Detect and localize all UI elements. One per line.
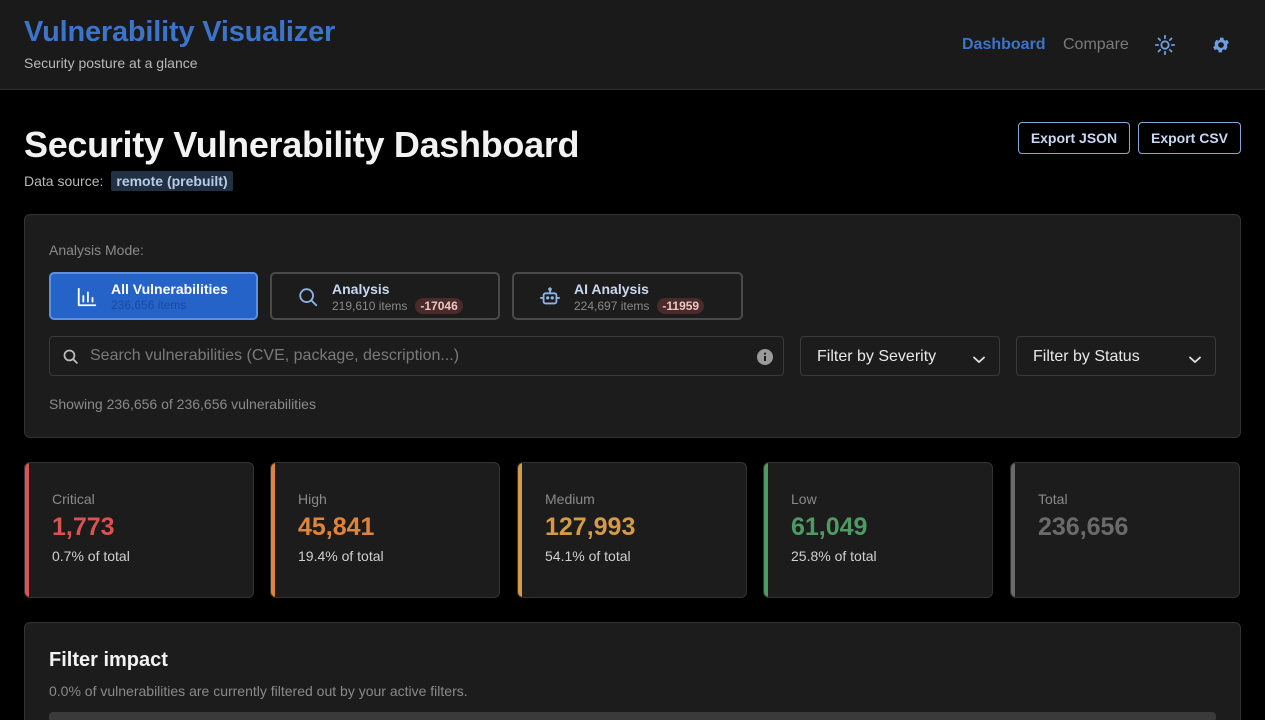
mode-analysis-button[interactable]: Analysis 219,610 items -17046 (270, 272, 500, 320)
status-filter-select[interactable]: Filter by Status (1016, 336, 1216, 376)
stat-value: 45,841 (298, 513, 375, 541)
severity-filter-value: Filter by Severity (817, 348, 937, 365)
card-accent (764, 463, 768, 597)
card-accent (518, 463, 522, 597)
status-filter-value: Filter by Status (1033, 348, 1140, 365)
card-accent (271, 463, 275, 597)
filter-impact-bar (49, 712, 1216, 720)
export-csv-button[interactable]: Export CSV (1138, 122, 1241, 154)
mode-ai-analysis-button[interactable]: AI Analysis 224,697 items -11959 (512, 272, 743, 320)
search-box (49, 336, 784, 376)
filter-impact-title: Filter impact (49, 649, 168, 671)
nav-compare-link[interactable]: Compare (1063, 36, 1129, 53)
app-title: Vulnerability Visualizer (24, 16, 336, 48)
stat-card-total: Total 236,656 (1010, 462, 1240, 598)
mode-title: AI Analysis (574, 281, 649, 297)
stat-percent: 54.1% of total (545, 548, 631, 564)
chevron-down-icon (1189, 352, 1201, 370)
filter-panel: Analysis Mode: All Vulnerabilities 236,6… (24, 214, 1241, 438)
stat-label: Medium (545, 491, 595, 507)
sun-icon[interactable] (1153, 33, 1177, 57)
stat-percent: 25.8% of total (791, 548, 877, 564)
search-input[interactable] (90, 337, 740, 375)
chevron-down-icon (973, 352, 985, 370)
bar-chart-icon (76, 286, 98, 308)
stat-value: 61,049 (791, 513, 868, 541)
delta-badge: -11959 (657, 298, 705, 314)
search-icon (297, 286, 319, 308)
mode-count: 219,610 items (332, 299, 408, 313)
stat-card-high: High 45,841 19.4% of total (270, 462, 500, 598)
search-icon (62, 348, 79, 370)
robot-icon (539, 286, 561, 308)
mode-count: 224,697 items (574, 299, 650, 313)
export-json-button[interactable]: Export JSON (1018, 122, 1130, 154)
page-title: Security Vulnerability Dashboard (24, 124, 580, 165)
delta-badge: -17046 (415, 298, 463, 314)
filter-impact-description: 0.0% of vulnerabilities are currently fi… (49, 683, 468, 699)
stat-percent: 19.4% of total (298, 548, 384, 564)
results-count: Showing 236,656 of 236,656 vulnerabiliti… (49, 396, 316, 412)
mode-title: Analysis (332, 281, 390, 297)
stat-card-low: Low 61,049 25.8% of total (763, 462, 993, 598)
mode-all-vulnerabilities-button[interactable]: All Vulnerabilities 236,656 items (49, 272, 258, 320)
nav-dashboard-link[interactable]: Dashboard (962, 36, 1046, 53)
stat-label: High (298, 491, 327, 507)
card-accent (1011, 463, 1015, 597)
stat-label: Total (1038, 491, 1068, 507)
stat-label: Low (791, 491, 817, 507)
severity-filter-select[interactable]: Filter by Severity (800, 336, 1000, 376)
mode-title: All Vulnerabilities (111, 281, 228, 297)
info-icon[interactable] (757, 349, 773, 370)
top-bar: Vulnerability Visualizer Security postur… (0, 0, 1265, 90)
stat-label: Critical (52, 491, 95, 507)
stat-value: 1,773 (52, 513, 115, 541)
gear-icon[interactable] (1209, 33, 1233, 57)
stat-value: 127,993 (545, 513, 636, 541)
mode-count-row: 224,697 items -11959 (574, 298, 705, 314)
card-accent (25, 463, 29, 597)
stat-card-critical: Critical 1,773 0.7% of total (24, 462, 254, 598)
stat-percent: 0.7% of total (52, 548, 130, 564)
mode-count-row: 219,610 items -17046 (332, 298, 463, 314)
analysis-mode-label: Analysis Mode: (49, 242, 144, 258)
data-source-label: Data source: (24, 173, 104, 189)
data-source-badge: remote (prebuilt) (111, 171, 233, 191)
stat-value: 236,656 (1038, 513, 1129, 541)
filter-impact-panel: Filter impact 0.0% of vulnerabilities ar… (24, 622, 1241, 720)
data-source-row: Data source: remote (prebuilt) (24, 171, 233, 191)
mode-count: 236,656 items (111, 298, 187, 312)
stat-card-medium: Medium 127,993 54.1% of total (517, 462, 747, 598)
app-subtitle: Security posture at a glance (24, 55, 198, 71)
